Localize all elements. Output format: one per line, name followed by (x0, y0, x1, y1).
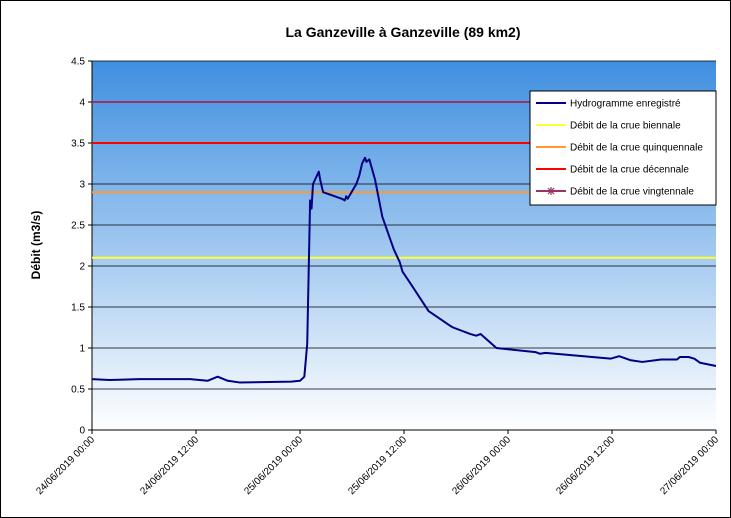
y-axis-title: Débit (m3/s) (29, 211, 43, 280)
y-tick-label: 3 (79, 180, 85, 191)
legend-label: Débit de la crue vingtennale (570, 187, 694, 198)
y-tick-label: 0.5 (71, 385, 85, 396)
y-tick-label: 2 (79, 262, 85, 273)
legend-marker (547, 187, 555, 195)
y-tick-label: 2.5 (71, 221, 85, 232)
y-tick-label: 1.5 (71, 303, 85, 314)
y-tick-label: 4.5 (71, 57, 85, 68)
legend-label: Débit de la crue quinquennale (570, 143, 703, 154)
legend-label: Débit de la crue biennale (570, 121, 681, 132)
y-tick-label: 0 (79, 426, 85, 437)
chart-title: La Ganzeville à Ganzeville (89 km2) (286, 24, 521, 40)
y-tick-label: 4 (79, 98, 85, 109)
y-tick-label: 1 (79, 344, 85, 355)
legend-label: Débit de la crue décennale (570, 165, 689, 176)
legend-label: Hydrogramme enregistré (570, 99, 681, 110)
y-tick-label: 3.5 (71, 139, 85, 150)
data-line (91, 156, 717, 384)
